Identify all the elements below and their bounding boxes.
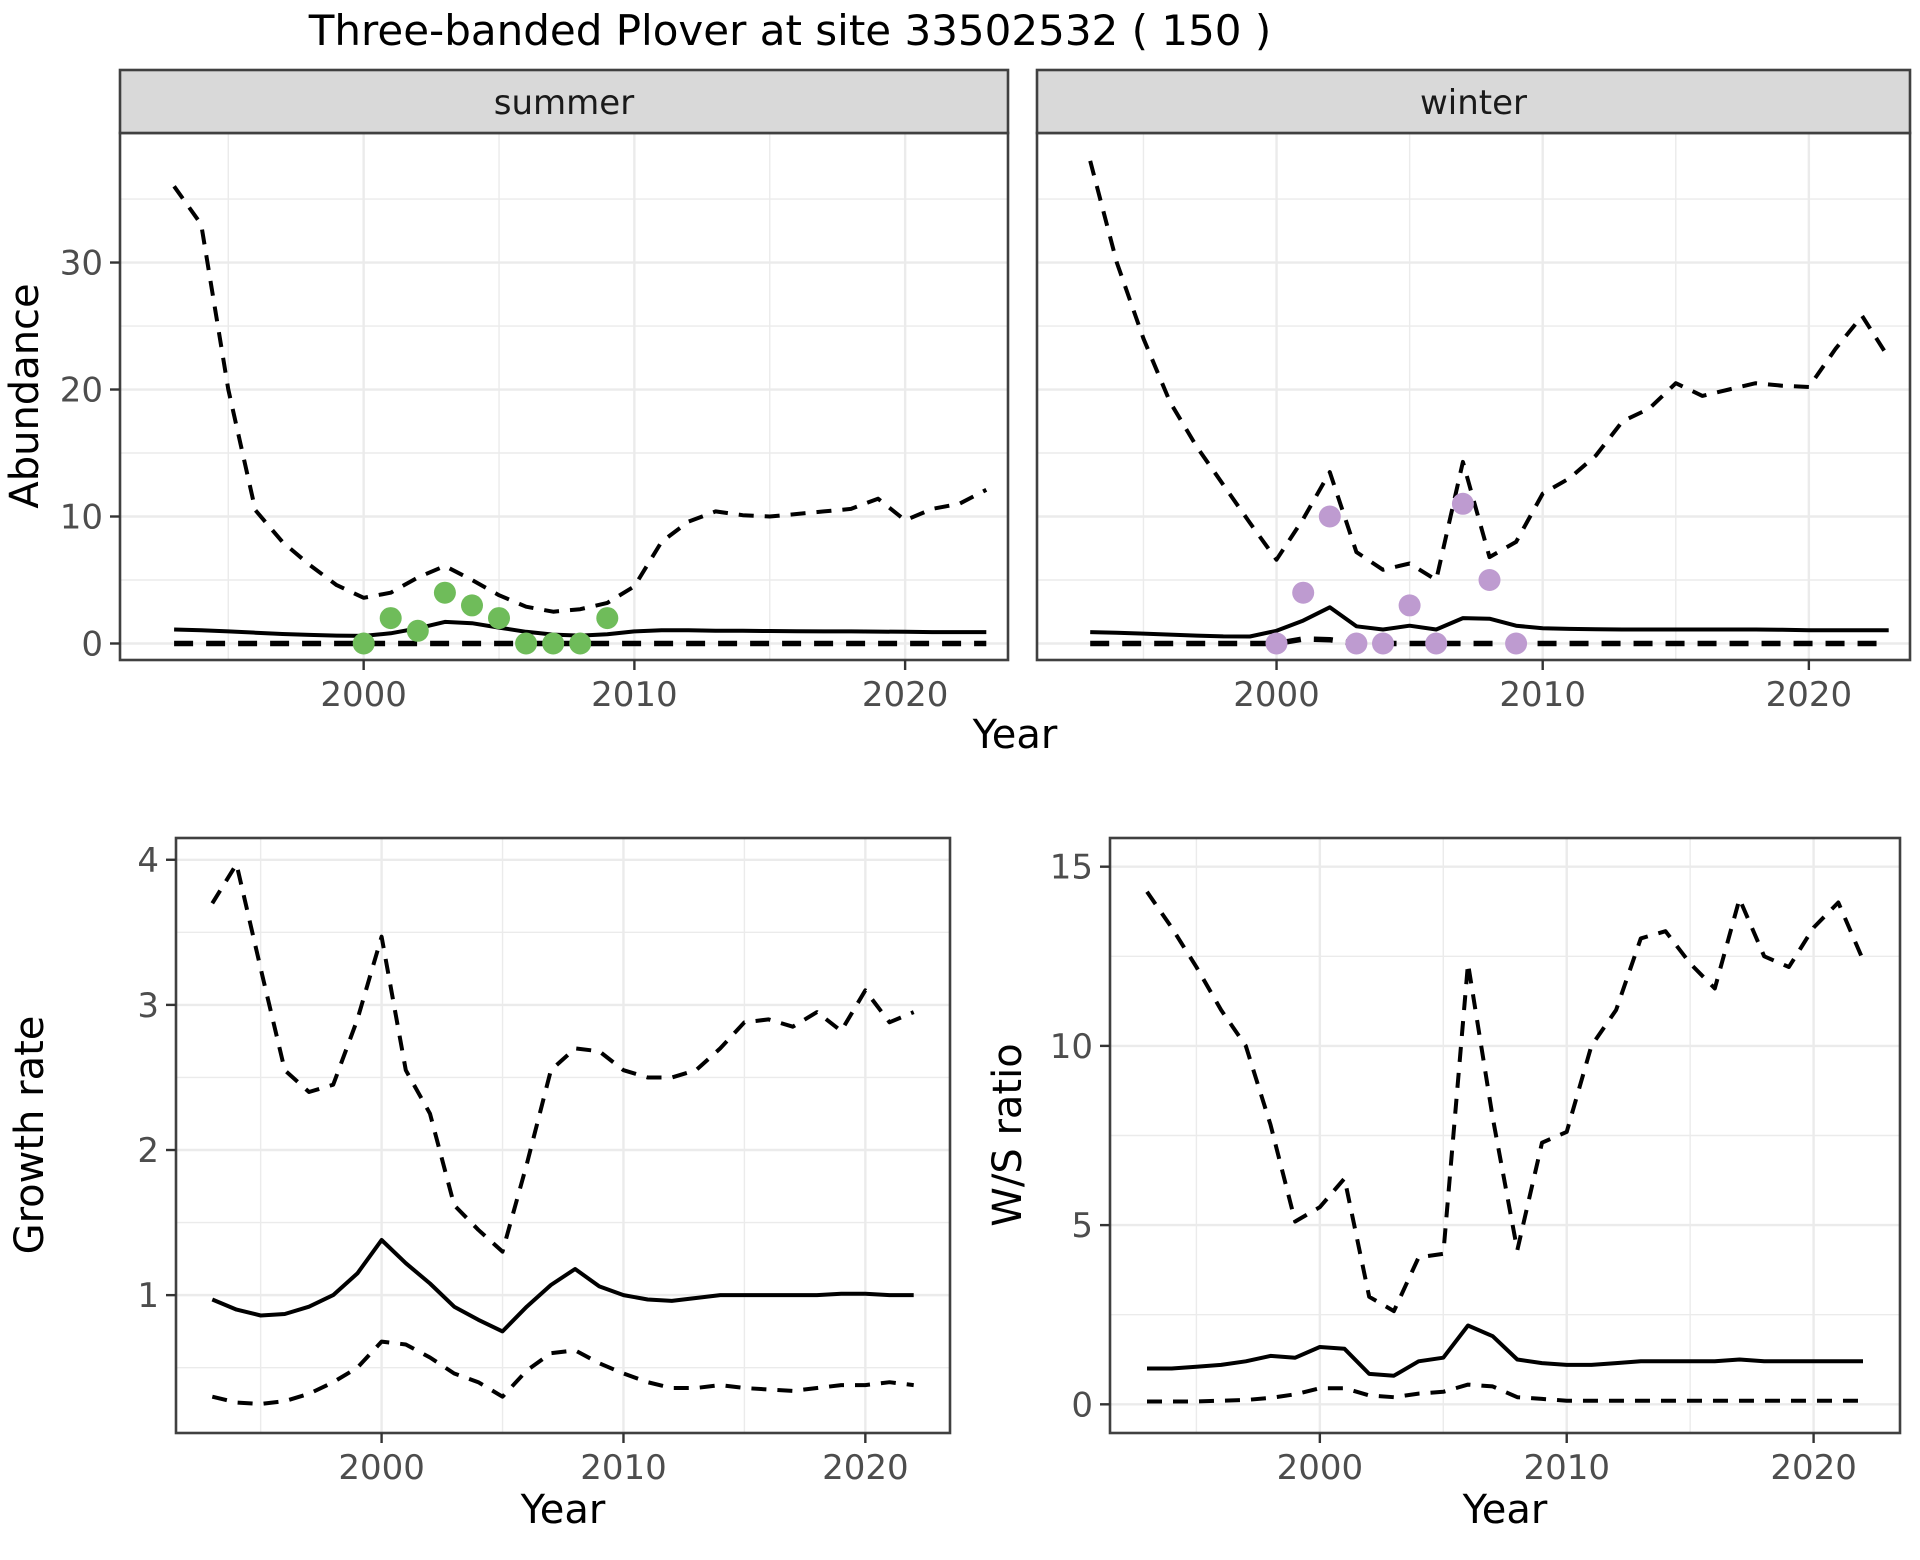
series-upper_ci <box>1088 160 1891 582</box>
observed-point <box>1505 632 1528 655</box>
observed-point <box>542 632 565 655</box>
series-lower_ci <box>1090 636 1889 647</box>
y-tick-label: 0 <box>1071 1385 1093 1425</box>
x-tick-label: 2010 <box>1499 675 1586 715</box>
growth-rate-panel: 2000 2010 2020 1 2 3 4 <box>137 836 952 1488</box>
observed-point <box>515 632 538 655</box>
observed-point <box>569 632 592 655</box>
observed-point <box>406 619 429 642</box>
facet-strip: summer <box>118 68 1010 135</box>
x-tick-label: 2020 <box>822 1448 909 1488</box>
x-tick-label: 2020 <box>862 675 949 715</box>
observed-point <box>1372 632 1394 655</box>
ws-ratio-panel: 2000 2010 2020 0 5 10 15 <box>1050 836 1902 1488</box>
observed-point <box>461 594 483 617</box>
abundance-y-axis-title: Abundance <box>2 283 48 509</box>
axis-ticks: 2000 2010 2020 0 10 20 30 <box>60 244 949 715</box>
x-tick-label: 2000 <box>338 1448 425 1488</box>
gridlines <box>1110 838 1900 1433</box>
x-tick-label: 2010 <box>591 675 678 715</box>
x-tick-label: 2010 <box>1523 1448 1610 1488</box>
x-tick-label: 2020 <box>1766 675 1853 715</box>
series-lines <box>1145 890 1865 1404</box>
growth-rate-y-axis-title: Growth rate <box>7 1015 53 1255</box>
facet-label: winter <box>1420 83 1527 123</box>
observed-point <box>1345 632 1368 655</box>
panel-border <box>1108 836 1902 1435</box>
x-tick-label: 2000 <box>1233 675 1320 715</box>
x-tick-label: 2010 <box>580 1448 667 1488</box>
facet-strip: winter <box>1035 68 1912 135</box>
observed-point <box>1265 632 1288 655</box>
panel-background <box>1037 133 1910 660</box>
abundance-summer-panel: 2000 2010 2020 0 10 20 30 summer <box>60 68 1010 715</box>
observed-point <box>1318 505 1341 528</box>
y-tick-label: 10 <box>1050 1027 1093 1067</box>
series-lower_ci <box>1147 1382 1863 1404</box>
series-lines <box>210 862 915 1406</box>
observed-point <box>1478 569 1501 591</box>
y-tick-label: 0 <box>81 624 103 664</box>
panel-background <box>120 133 1008 660</box>
observed-point <box>596 607 619 630</box>
ws-ratio-x-axis-title: Year <box>1462 1487 1548 1533</box>
y-tick-label: 2 <box>137 1131 159 1171</box>
observed-point <box>1425 632 1448 655</box>
observed-points <box>1265 492 1528 655</box>
y-tick-label: 10 <box>60 498 103 538</box>
axis-ticks: 2000 2010 2020 0 5 10 15 <box>1050 848 1857 1488</box>
axis-ticks: 2000 2010 2020 <box>1233 660 1852 715</box>
observed-points <box>352 581 619 655</box>
observed-point <box>488 607 510 630</box>
observed-point <box>352 632 375 655</box>
abundance-winter-panel: 2000 2010 2020 winter <box>1035 68 1912 715</box>
series-upper_ci <box>210 862 915 1254</box>
facet-label: summer <box>494 83 634 123</box>
series-median <box>1147 1323 1863 1378</box>
gridlines <box>120 133 1008 660</box>
panel-background <box>176 838 950 1433</box>
series-lower_ci <box>211 1339 914 1406</box>
panel-border <box>174 836 952 1435</box>
x-tick-label: 2000 <box>320 675 407 715</box>
y-tick-label: 4 <box>137 841 159 881</box>
y-tick-label: 15 <box>1050 848 1093 888</box>
series-lines <box>1088 160 1891 647</box>
y-tick-label: 20 <box>60 371 103 411</box>
axis-ticks: 2000 2010 2020 1 2 3 4 <box>137 841 908 1488</box>
y-tick-label: 1 <box>137 1276 159 1316</box>
observed-point <box>1451 492 1474 515</box>
observed-point <box>1398 594 1421 617</box>
growth-rate-x-axis-title: Year <box>520 1487 606 1533</box>
x-tick-label: 2020 <box>1770 1448 1857 1488</box>
observed-point <box>1292 581 1315 604</box>
y-tick-label: 5 <box>1071 1206 1093 1246</box>
series-median <box>1090 605 1889 639</box>
y-tick-label: 30 <box>60 244 103 284</box>
x-tick-label: 2000 <box>1277 1448 1364 1488</box>
series-upper_ci <box>1145 890 1865 1314</box>
series-median <box>211 1238 914 1334</box>
observed-point <box>379 607 402 630</box>
y-tick-label: 3 <box>137 986 159 1026</box>
observed-point <box>433 581 456 604</box>
top-row-x-axis-title: Year <box>972 712 1058 758</box>
page-title: Three-banded Plover at site 33502532 ( 1… <box>308 6 1272 55</box>
series-upper_ci <box>172 185 988 614</box>
